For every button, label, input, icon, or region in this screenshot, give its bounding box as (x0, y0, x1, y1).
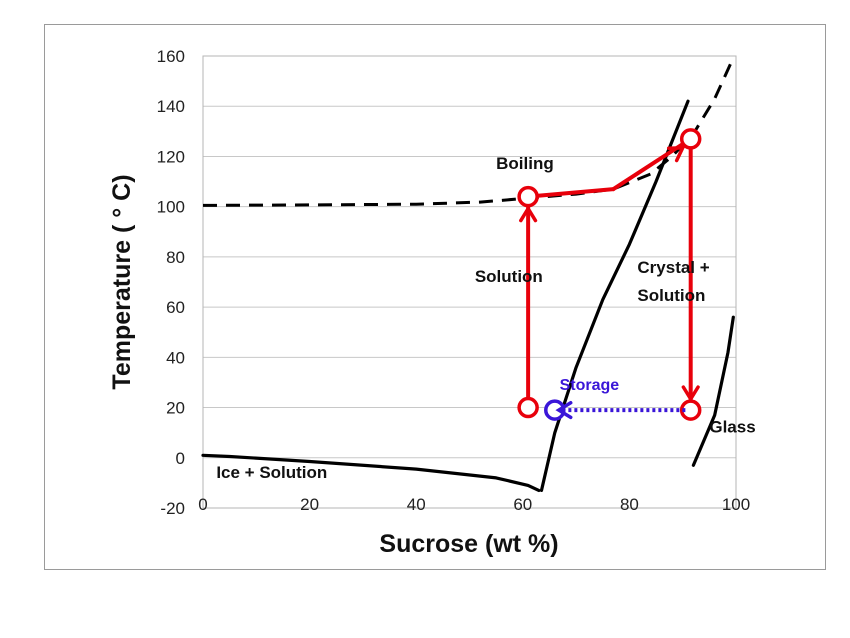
series-line-2 (539, 99, 690, 492)
boiling-point-marker (517, 185, 539, 208)
y-tick-label: -20 (160, 499, 185, 518)
gridlines (203, 55, 736, 509)
x-axis-label: Sucrose (wt %) (379, 530, 558, 558)
y-tick-label: 40 (166, 348, 185, 367)
series-line-1 (202, 62, 733, 207)
annotation-label: Boiling (496, 154, 554, 173)
storage-label: Storage (560, 377, 620, 394)
x-tick-labels: 0 20 40 60 80 100 (198, 495, 750, 514)
x-tick-label: 0 (198, 495, 207, 514)
crystal-point-marker (679, 128, 702, 150)
storage-arrowhead (555, 400, 573, 420)
x-tick-label: 20 (300, 495, 319, 514)
annotation-label: Glass (709, 418, 755, 437)
y-tick-label: 140 (157, 97, 185, 116)
process-path (517, 128, 702, 421)
start-point-marker (517, 396, 539, 419)
annotation-label: Solution (475, 267, 543, 286)
series-line-4 (691, 315, 735, 467)
y-tick-label: 0 (176, 449, 185, 468)
x-tick-label: 60 (513, 495, 532, 514)
annotation-label: Solution (637, 286, 705, 305)
annotation-label: Ice + Solution (216, 463, 327, 482)
series-line-3 (201, 453, 541, 492)
arrowhead-down (681, 385, 700, 403)
plot-area (202, 55, 737, 509)
y-tick-label: 120 (157, 147, 185, 166)
y-axis-label: Temperature ( ° C) (108, 174, 136, 389)
chart-frame (44, 24, 826, 570)
annotations: Boiling Solution Crystal + Solution Ice + So… (216, 154, 755, 482)
x-tick-label: 80 (620, 495, 639, 514)
y-tick-label: 20 (166, 399, 185, 418)
y-tick-label: 80 (166, 248, 185, 267)
y-tick-label: 100 (157, 198, 185, 217)
x-tick-label: 40 (407, 495, 426, 514)
storage-arrow: Storage (544, 377, 686, 421)
arrowhead-to-crystal (666, 146, 686, 163)
storage-point-marker (544, 399, 566, 421)
arrowhead-up (519, 205, 538, 223)
annotation-label: Crystal + (637, 258, 709, 277)
x-tick-label: 100 (722, 495, 750, 514)
process-segment-2 (526, 187, 616, 199)
y-tick-label: 160 (157, 47, 185, 66)
y-tick-labels: -20 0 20 40 60 80 100 120 140 160 (157, 47, 185, 518)
y-tick-label: 60 (166, 298, 185, 317)
